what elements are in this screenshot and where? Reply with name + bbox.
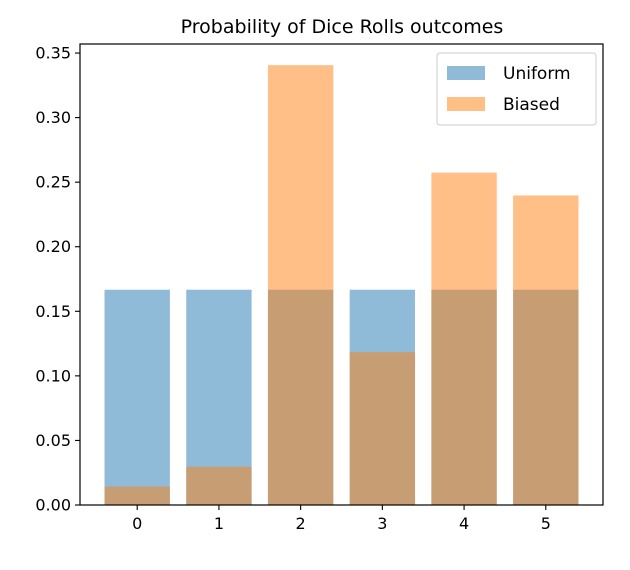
chart-title: Probability of Dice Rolls outcomes: [181, 16, 504, 38]
bar-biased-3: [349, 352, 416, 505]
bar-biased-1: [186, 466, 252, 505]
x-tick-label-0: 0: [132, 514, 142, 533]
legend-swatch-biased: [447, 97, 485, 111]
y-tick-label-0.35: 0.35: [35, 44, 71, 63]
axes-frame: [79, 43, 604, 506]
bar-uniform-0: [104, 289, 170, 505]
y-tick-label-0.25: 0.25: [35, 173, 71, 192]
plot-area: 0 1 2 3 4 5 0.00 0.05 0.10 0.15 0.20 0.25 0.30 0.35: [35, 43, 604, 533]
x-tick-label-4: 4: [459, 514, 469, 533]
bar-biased-4: [431, 172, 497, 506]
legend: Uniform Biased: [436, 52, 597, 126]
bar-biased-5: [513, 195, 579, 505]
y-tick-label-0.10: 0.10: [35, 366, 71, 385]
legend-label-uniform: Uniform: [503, 64, 571, 84]
y-tick-label-0.15: 0.15: [35, 302, 71, 321]
y-tick-label-0.00: 0.00: [35, 496, 71, 515]
y-tick-label-0.30: 0.30: [35, 108, 71, 127]
legend-swatch-uniform: [447, 66, 485, 80]
x-tick-label-5: 5: [541, 514, 551, 533]
y-tick-label-0.20: 0.20: [35, 237, 71, 256]
bar-biased-0: [104, 486, 170, 505]
x-tick-label-3: 3: [377, 514, 387, 533]
y-tick-label-0.05: 0.05: [35, 431, 71, 450]
legend-label-biased: Biased: [503, 95, 560, 115]
bar-biased-2: [267, 65, 334, 506]
x-tick-label-2: 2: [296, 514, 306, 533]
x-tick-label-1: 1: [214, 514, 224, 533]
